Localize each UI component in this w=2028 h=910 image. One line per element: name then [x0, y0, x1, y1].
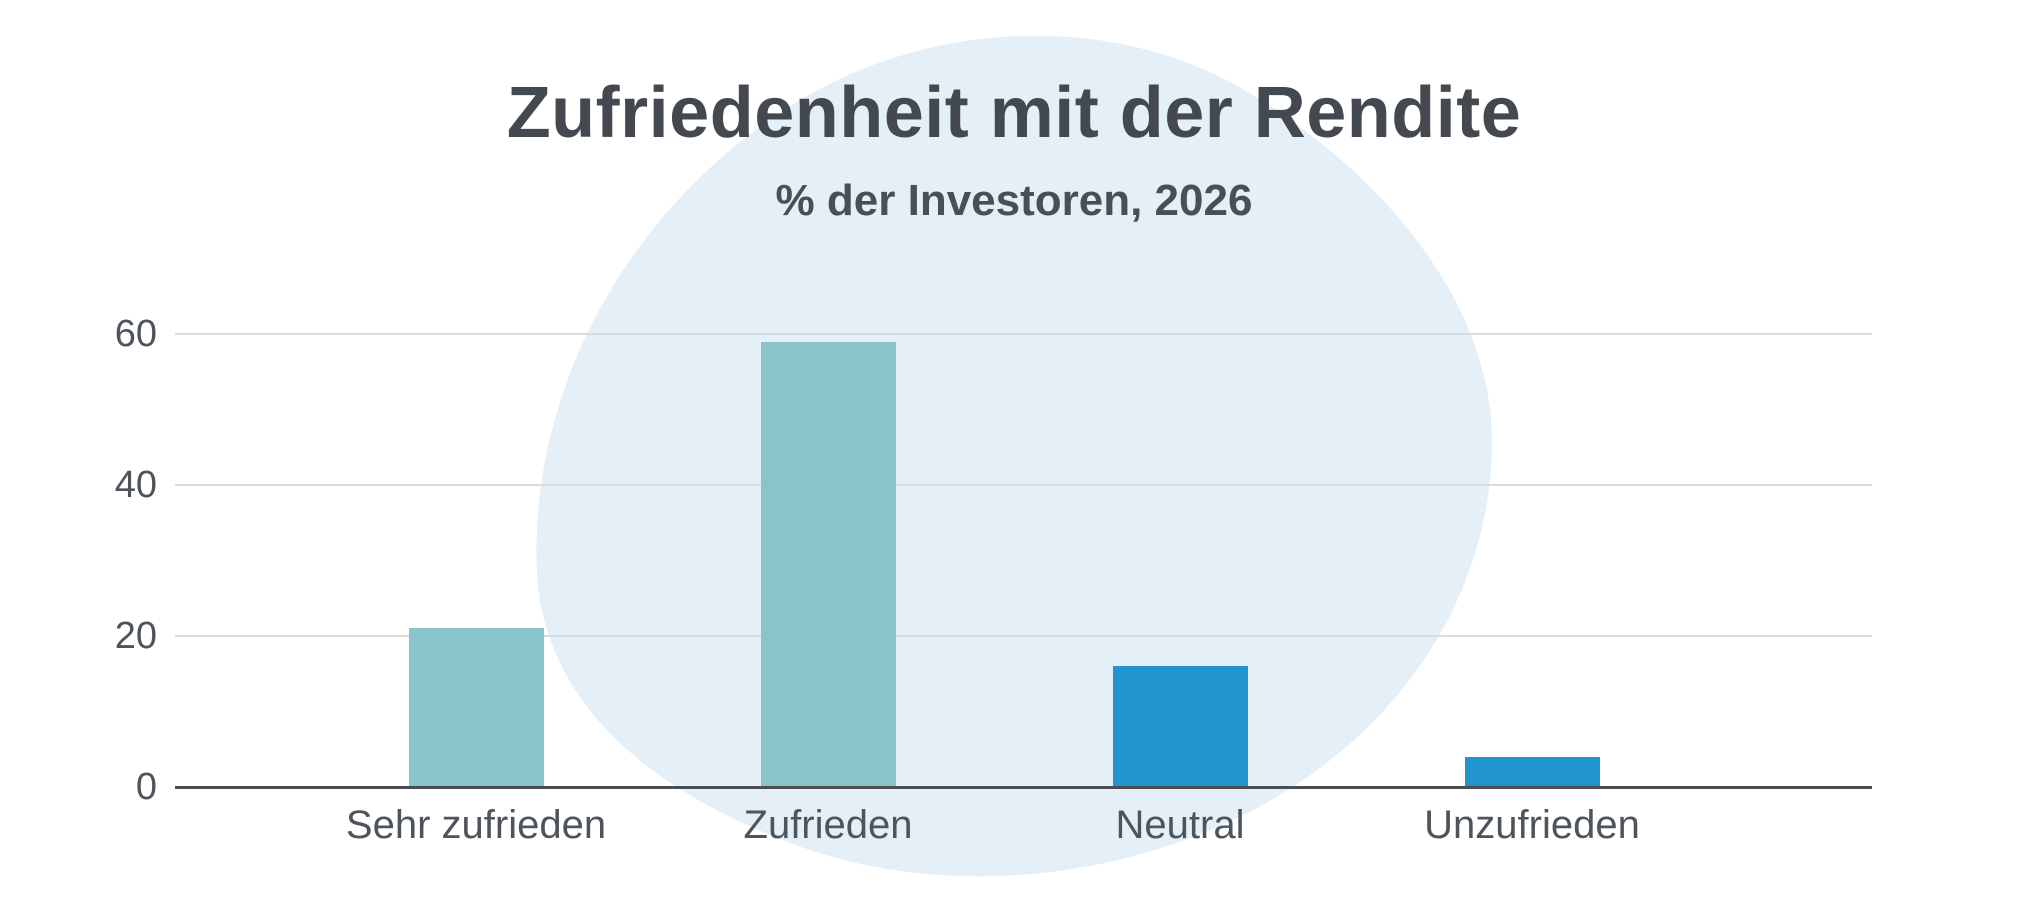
- x-label-unzufrieden: Unzufrieden: [1424, 803, 1640, 847]
- y-tick-label-40: 40: [114, 464, 157, 506]
- bar-neutral: [1112, 666, 1248, 787]
- bar-sehr-zufrieden: [408, 628, 544, 787]
- bar-unzufrieden: [1464, 757, 1600, 787]
- chart-subtitle: % der Investoren, 2026: [775, 176, 1253, 225]
- chart-title: Zufriedenheit mit der Rendite: [506, 73, 1522, 153]
- x-label-neutral: Neutral: [1115, 803, 1245, 847]
- y-tick-label-60: 60: [114, 313, 157, 355]
- x-label-sehr-zufrieden: Sehr zufrieden: [345, 803, 607, 847]
- x-label-zufrieden: Zufrieden: [743, 803, 913, 847]
- y-tick-label-20: 20: [114, 615, 157, 657]
- bar-zufrieden: [760, 342, 896, 787]
- gridline-20: [175, 635, 1872, 637]
- gridline-60: [175, 333, 1872, 335]
- gridline-40: [175, 484, 1872, 486]
- y-tick-label-0: 0: [135, 766, 157, 808]
- x-axis-line: [175, 786, 1872, 789]
